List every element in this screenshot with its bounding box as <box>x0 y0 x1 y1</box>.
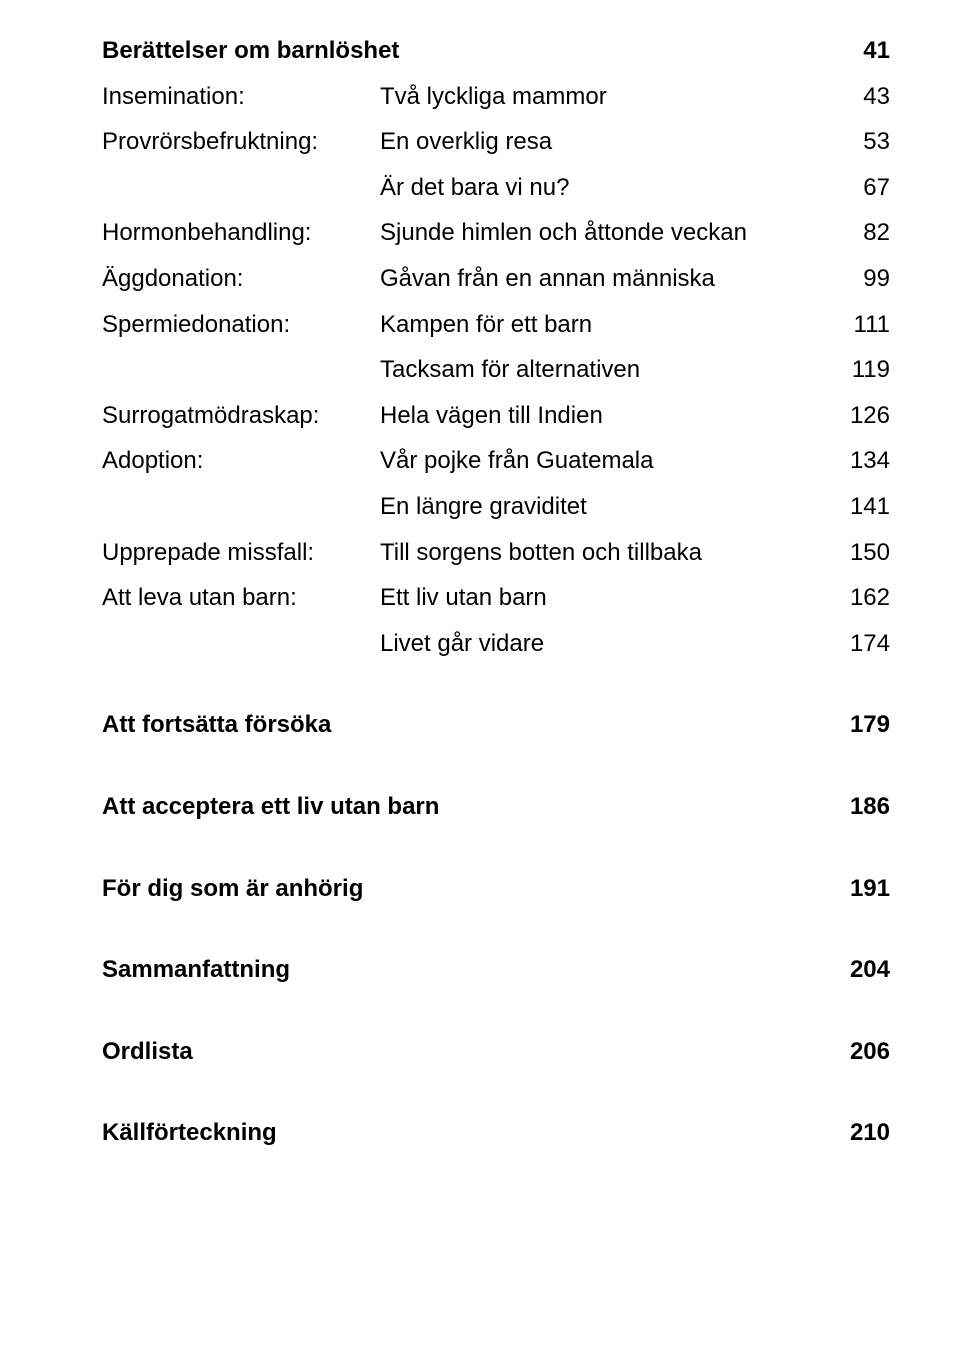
toc-entry-page: 119 <box>832 347 890 393</box>
toc-entry-page: 134 <box>830 438 890 484</box>
toc-entry: Hormonbehandling: Sjunde himlen och åtto… <box>102 210 890 256</box>
toc-entry-category: Provrörsbefruktning: <box>102 119 380 165</box>
toc-heading-title: Källförteckning <box>102 1110 277 1156</box>
toc-entry-category: Äggdonation: <box>102 256 380 302</box>
toc-heading-title: Sammanfattning <box>102 947 290 993</box>
toc-entry-category: Att leva utan barn: <box>102 575 380 621</box>
toc-heading-page: 210 <box>830 1110 890 1156</box>
toc-entry-page: 99 <box>843 256 890 302</box>
toc-heading-title: Att fortsätta försöka <box>102 702 331 748</box>
toc-entry-page: 111 <box>834 302 890 348</box>
toc-entry: En längre graviditet 141 <box>102 484 890 530</box>
toc-entry: Surrogatmödraskap: Hela vägen till Indie… <box>102 393 890 439</box>
toc-entry: Tacksam för alternativen 119 <box>102 347 890 393</box>
toc-entry-category: Spermiedonation: <box>102 302 380 348</box>
toc-entry-page: 141 <box>830 484 890 530</box>
toc-entry-title: Kampen för ett barn <box>380 302 834 348</box>
toc-entry: Provrörsbefruktning: En overklig resa 53 <box>102 119 890 165</box>
toc-entry-title: En längre graviditet <box>380 484 830 530</box>
toc-heading-page: 191 <box>830 866 890 912</box>
toc-entry-page: 126 <box>830 393 890 439</box>
toc-heading-row: Att acceptera ett liv utan barn 186 <box>102 784 890 830</box>
toc-entry-page: 67 <box>843 165 890 211</box>
toc-entry-title: Vår pojke från Guatemala <box>380 438 830 484</box>
toc-entry-title: Är det bara vi nu? <box>380 165 843 211</box>
toc-entry-page: 174 <box>830 621 890 667</box>
toc-entry-category: Insemination: <box>102 74 380 120</box>
toc-heading-title: För dig som är anhörig <box>102 866 363 912</box>
toc-heading-title: Att acceptera ett liv utan barn <box>102 784 439 830</box>
toc-entry-title: Sjunde himlen och åttonde veckan <box>380 210 843 256</box>
toc-entry-title: Tacksam för alternativen <box>380 347 832 393</box>
toc-entry: Äggdonation: Gåvan från en annan människ… <box>102 256 890 302</box>
toc-entry-category: Surrogatmödraskap: <box>102 393 380 439</box>
toc-entry-title: Livet går vidare <box>380 621 830 667</box>
toc-entry: Adoption: Vår pojke från Guatemala 134 <box>102 438 890 484</box>
toc-heading-row: Källförteckning 210 <box>102 1110 890 1156</box>
toc-heading-page: 206 <box>830 1029 890 1075</box>
toc-entry-page: 53 <box>843 119 890 165</box>
toc-heading-row: Berättelser om barnlöshet 41 <box>102 28 890 74</box>
toc-entry-page: 162 <box>830 575 890 621</box>
toc-heading-page: 204 <box>830 947 890 993</box>
toc-entry-title: Ett liv utan barn <box>380 575 830 621</box>
toc-heading-page: 186 <box>830 784 890 830</box>
toc-entry-title: En overklig resa <box>380 119 843 165</box>
toc-entry-title: Till sorgens botten och tillbaka <box>380 530 830 576</box>
toc-entry: Är det bara vi nu? 67 <box>102 165 890 211</box>
toc-entry: Att leva utan barn: Ett liv utan barn 16… <box>102 575 890 621</box>
toc-entry-category: Adoption: <box>102 438 380 484</box>
toc-heading-page: 179 <box>830 702 890 748</box>
toc-entry-title: Hela vägen till Indien <box>380 393 830 439</box>
toc-heading-row: Sammanfattning 204 <box>102 947 890 993</box>
toc-heading-row: Att fortsätta försöka 179 <box>102 702 890 748</box>
toc-heading-row: Ordlista 206 <box>102 1029 890 1075</box>
toc-heading-page: 41 <box>843 28 890 74</box>
toc-entry: Spermiedonation: Kampen för ett barn 111 <box>102 302 890 348</box>
toc-heading-title: Berättelser om barnlöshet <box>102 28 399 74</box>
toc-entry-page: 43 <box>843 74 890 120</box>
toc-entry-page: 150 <box>830 530 890 576</box>
toc-entry: Insemination: Två lyckliga mammor 43 <box>102 74 890 120</box>
toc-entry: Livet går vidare 174 <box>102 621 890 667</box>
toc-entry: Upprepade missfall: Till sorgens botten … <box>102 530 890 576</box>
toc-page: Berättelser om barnlöshet 41 Inseminatio… <box>0 0 960 1357</box>
toc-entry-title: Gåvan från en annan människa <box>380 256 843 302</box>
toc-entry-page: 82 <box>843 210 890 256</box>
toc-entry-category: Upprepade missfall: <box>102 530 380 576</box>
toc-entry-title: Två lyckliga mammor <box>380 74 843 120</box>
toc-entry-category: Hormonbehandling: <box>102 210 380 256</box>
toc-heading-title: Ordlista <box>102 1029 193 1075</box>
toc-heading-row: För dig som är anhörig 191 <box>102 866 890 912</box>
